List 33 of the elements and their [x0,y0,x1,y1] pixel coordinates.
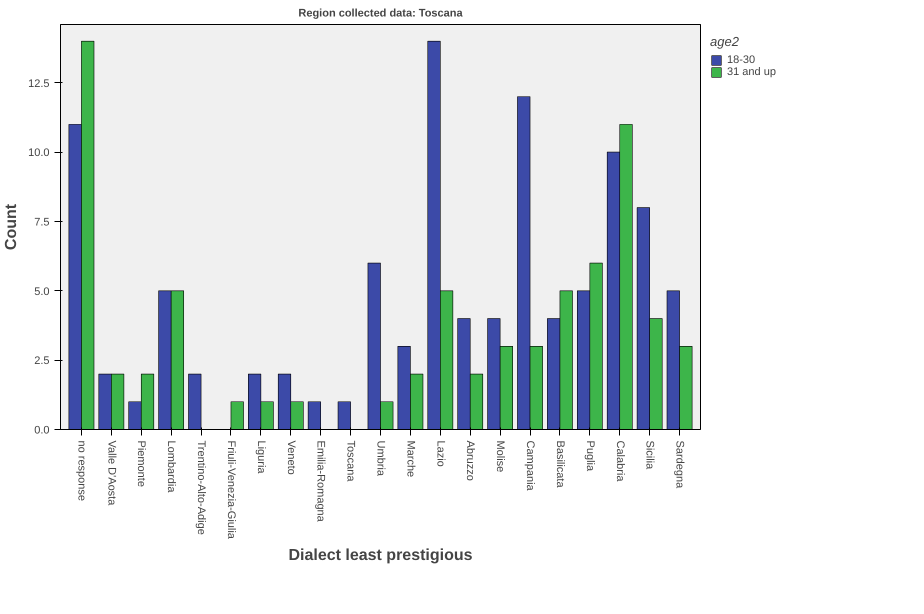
x-tick-label: Toscana [344,440,357,482]
legend-title: age2 [710,34,740,49]
x-tick-label: Emilia-Romagna [314,440,327,523]
x-tick-label: Puglia [584,440,596,472]
x-tick-label: Molise [494,440,506,472]
y-tick-label: 12.5 [28,78,50,90]
y-tick-label: 2.5 [34,355,50,368]
x-tick-label: Sicilia [644,440,656,470]
x-tick-label: Liguria [254,440,267,474]
x-tick-label: Marche [404,440,416,478]
x-tick-label: Campania [524,440,536,492]
x-axis-title: Dialect least prestigious [288,546,473,564]
y-tick-label: 10.0 [28,147,50,160]
x-tick-label: Calabria [614,440,626,482]
x-tick-label: Umbria [374,440,386,477]
chart-title: Region collected data: Toscana [298,8,464,20]
y-tick-label: 7.5 [34,216,50,228]
y-axis-title: Count [3,203,20,250]
legend-label: 31 and up [727,66,776,78]
y-tick-label: 5.0 [34,286,50,298]
x-tick-label: Lombardia [165,440,178,494]
legend-label: 18-30 [727,54,756,66]
x-tick-label: Abruzzo [464,440,476,481]
x-tick-label: Valle D'Aosta [105,440,118,506]
x-tick-label: Trentino-Alto-Adige [195,440,208,535]
x-tick-label: Sardegna [674,440,686,490]
x-tick-label: Friuli-Venezia-Giulia [224,440,237,540]
x-tick-label: Lazio [434,440,446,467]
x-tick-label: Veneto [284,440,297,475]
x-tick-label: no response [75,440,88,502]
y-tick-label: 0.0 [34,424,50,436]
x-tick-label: Basilicata [554,440,566,488]
x-tick-label: Piemonte [135,440,148,487]
